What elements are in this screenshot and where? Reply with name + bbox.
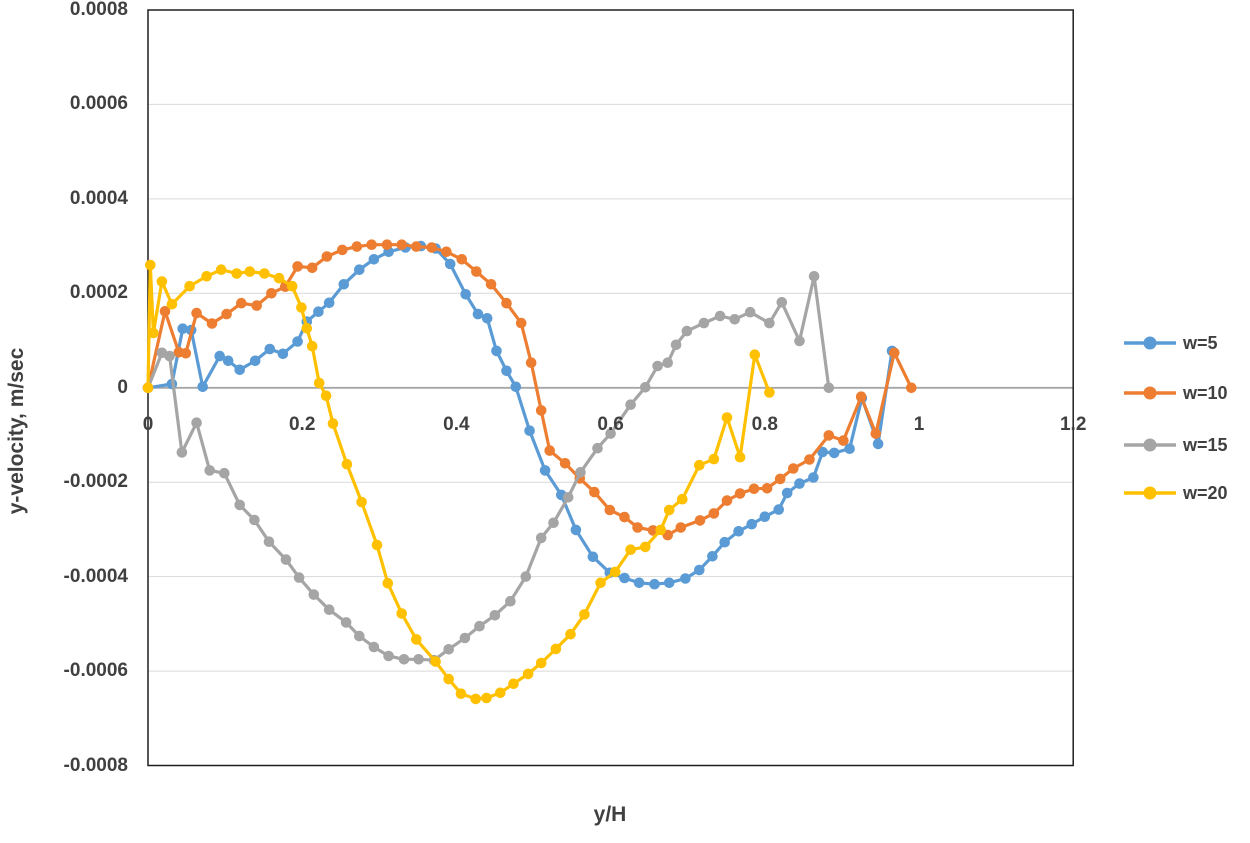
y-tick-label: -0.0002 <box>63 471 128 493</box>
series-line-w10 <box>146 243 913 537</box>
series-markers-w15 <box>142 271 835 666</box>
x-tick-label: 0.6 <box>597 414 624 435</box>
y-tick-label: 0.0008 <box>69 0 128 20</box>
y-tick-label: 0 <box>117 376 128 398</box>
y-tick-label: -0.0004 <box>63 565 128 587</box>
legend-marker-w10 <box>1124 386 1176 400</box>
y-axis-title: y-velocity, m/sec <box>5 347 28 515</box>
legend-marker-w15 <box>1124 438 1176 452</box>
y-tick-label: -0.0006 <box>63 660 128 682</box>
x-tick-label: 0.4 <box>443 414 470 435</box>
y-tick-label: 0.0002 <box>69 282 128 304</box>
series-line-w15 <box>146 274 831 662</box>
series-markers-w10 <box>142 239 917 541</box>
legend-label-w5: w=5 <box>1183 332 1218 353</box>
x-tick-label: 0 <box>142 414 154 435</box>
x-tick-label: 1.2 <box>1059 414 1087 435</box>
x-axis-title: y/H <box>593 803 627 826</box>
legend-label-w20: w=20 <box>1183 482 1228 503</box>
legend-label-w15: w=15 <box>1183 434 1228 455</box>
legend-label-w10: w=10 <box>1183 382 1228 403</box>
x-tick-label: 0.2 <box>288 414 316 435</box>
legend-item-w10: w=10 <box>1124 377 1228 409</box>
y-tick-label: 0.0004 <box>69 187 128 209</box>
series-line-w5 <box>147 244 894 586</box>
legend-item-w20: w=20 <box>1124 477 1228 509</box>
legend-marker-w20 <box>1124 486 1176 500</box>
legend-marker-w5 <box>1124 336 1176 350</box>
x-tick-label: 0.8 <box>751 414 779 435</box>
y-tick-label: 0.0006 <box>69 93 128 115</box>
legend-item-w15: w=15 <box>1124 429 1228 461</box>
series-markers-w20 <box>142 259 775 705</box>
y-tick-label: -0.0008 <box>63 754 128 776</box>
legend-item-w5: w=5 <box>1124 327 1218 359</box>
x-tick-label: 1 <box>913 414 925 435</box>
